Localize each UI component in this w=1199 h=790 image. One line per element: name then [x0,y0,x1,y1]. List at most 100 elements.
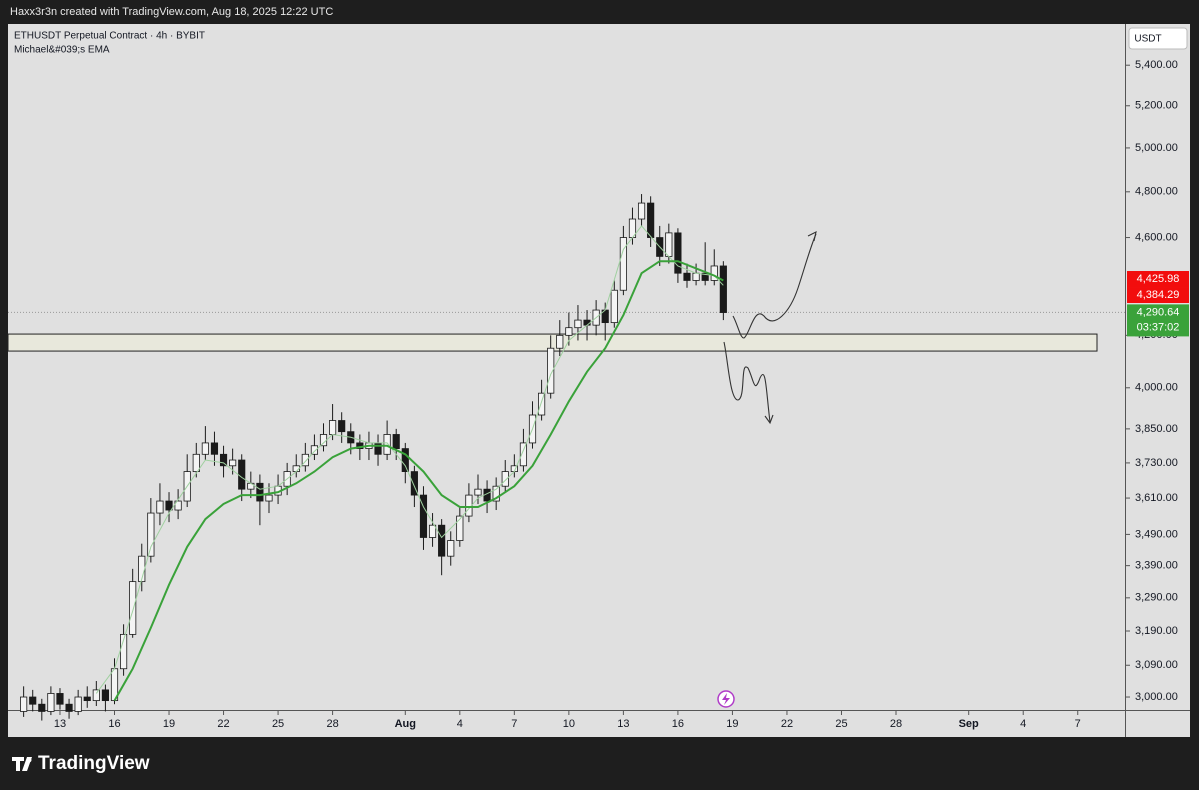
price-label: 4,425.98 [1137,273,1180,285]
candle-body [474,488,482,496]
plot [7,194,1125,721]
price-label: 4,384.29 [1137,289,1180,301]
ema-line [95,225,724,694]
y-tick-label: 5,400.00 [1135,59,1178,71]
candle-body [174,500,182,511]
candle-body [329,420,337,435]
candle-body [101,689,109,702]
y-tick-label: 4,800.00 [1135,186,1178,198]
candle-body [201,442,209,455]
candle-body [383,434,391,455]
x-tick-label: Sep [959,718,979,730]
candle-body [74,696,82,712]
x-tick-label: 28 [326,718,338,730]
candle-body [56,693,64,705]
candle-body [538,392,546,416]
y-tick-label: 3,090.00 [1135,659,1178,671]
candle-body [210,442,219,455]
x-tick-label: 19 [163,718,175,730]
x-tick-label: 22 [781,718,793,730]
candle-body [156,500,164,514]
arrow-head [807,230,817,242]
candle-body [438,524,446,557]
price-label-box [1127,271,1189,288]
brand-name: TradingView [38,753,150,774]
price-axis [1126,24,1190,737]
candle-body [410,471,418,496]
candle-body [301,453,309,467]
y-tick-label: 3,190.00 [1135,625,1178,637]
x-tick-label: 10 [563,718,575,730]
candle-body [38,703,46,712]
ema-line [113,260,724,702]
candle-body [310,445,319,455]
candle-body [92,689,100,702]
candle-body [547,347,555,394]
x-tick-label: 22 [217,718,229,730]
up-scenario [732,233,817,339]
y-tick-label: 3,390.00 [1135,560,1178,572]
candle-body [20,696,28,712]
candle-body [83,696,91,702]
candle-body [29,696,37,705]
y-tick-label: 3,000.00 [1135,691,1178,703]
candle-body [565,327,573,336]
x-tick-label: 4 [1020,718,1026,730]
candle-body [501,471,509,487]
x-tick-label: 13 [617,718,629,730]
x-tick-label: 25 [835,718,847,730]
candle-body [674,232,682,274]
candle-body [65,703,73,712]
candle-body [165,500,173,511]
price-label-box [1127,304,1189,337]
currency-box[interactable] [1128,27,1188,50]
candle-body [47,693,55,712]
x-tick-label: 7 [511,718,517,730]
candle-body [574,319,582,329]
y-tick-label: 5,200.00 [1135,100,1178,112]
price-label-box [1127,287,1189,304]
plot-area [8,24,1125,710]
candle-body [192,453,200,472]
candle-body [229,459,237,467]
candle-body [683,272,691,281]
candle-body [619,237,627,291]
symbol-title: ETHUSDT Perpetual Contract · 4h · BYBIT [14,31,205,42]
currency: USDT [1134,34,1161,45]
candle-body [456,515,464,541]
candle-body [710,265,718,281]
x-tick-label: Aug [395,718,416,730]
y-tick-label: 3,490.00 [1135,528,1178,540]
x-tick-label: 13 [54,718,66,730]
candle-body [129,581,137,635]
candle-body [256,482,264,502]
candle-body [519,442,528,467]
brand-logo-dot [26,757,32,763]
y-tick-label: 3,290.00 [1135,592,1178,604]
candle-body [492,485,500,502]
candle-body [647,202,655,238]
candle-body [319,434,328,447]
y-tick-label: 3,610.00 [1135,492,1178,504]
x-tick-label: 16 [672,718,684,730]
candle-body [665,232,673,257]
y-tick-label: 5,000.00 [1135,142,1178,154]
x-tick-label: 4 [457,718,463,730]
candle-body [419,494,428,538]
candle-body [637,202,646,220]
candle-body [692,272,700,281]
x-tick-label: 25 [272,718,284,730]
countdown: 03:37:02 [1137,321,1180,333]
x-tick-label: 19 [726,718,738,730]
candle-body [719,265,727,313]
candle-body [610,289,618,324]
candle-body [583,319,591,326]
alert-icon-glyph [722,693,730,705]
x-tick-label: 28 [890,718,902,730]
candle-body [219,453,228,467]
candle-body [556,334,564,349]
arrow-head [764,414,774,425]
candle-body [401,448,409,472]
indicator-name: Michael&#039;s EMA [14,45,110,56]
